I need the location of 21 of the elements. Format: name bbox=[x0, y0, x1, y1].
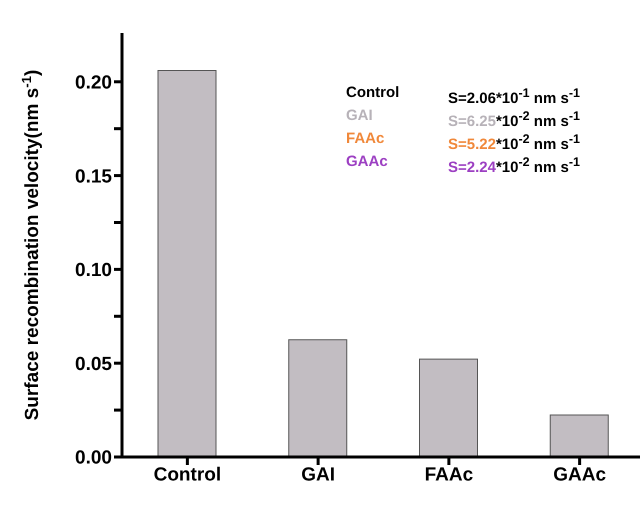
x-tick-label: FAAc bbox=[424, 464, 474, 486]
y-tick-label: 0.00 bbox=[75, 448, 112, 469]
bar bbox=[419, 358, 478, 457]
x-tick-label: Control bbox=[154, 464, 222, 486]
annotation: S=2.24*10$^{-2}$ nm s$^{-1}$ bbox=[448, 155, 580, 176]
y-tick-label: 0.20 bbox=[75, 72, 112, 94]
y-tick-label: 0.15 bbox=[75, 166, 112, 188]
annotation: S=5.22*10$^{-2}$ nm s$^{-1}$ bbox=[448, 132, 580, 153]
bar bbox=[550, 414, 609, 457]
annotation: FAAc bbox=[346, 130, 384, 147]
bar bbox=[158, 70, 216, 457]
y-tick-label: 0.10 bbox=[75, 260, 112, 282]
annotation: S=2.06*10$^{-1}$ nm s$^{-1}$ bbox=[448, 86, 580, 107]
annotation: Control bbox=[346, 84, 400, 101]
annotation: S=6.25*10$^{-2}$ nm s$^{-1}$ bbox=[448, 109, 580, 130]
annotation: GAI bbox=[346, 107, 373, 124]
bar bbox=[288, 339, 348, 457]
y-tick-label: 0.05 bbox=[75, 354, 112, 375]
x-tick-label: GAAc bbox=[553, 464, 606, 486]
x-tick-label: GAI bbox=[301, 464, 336, 486]
annotation: GAAc bbox=[346, 153, 388, 170]
